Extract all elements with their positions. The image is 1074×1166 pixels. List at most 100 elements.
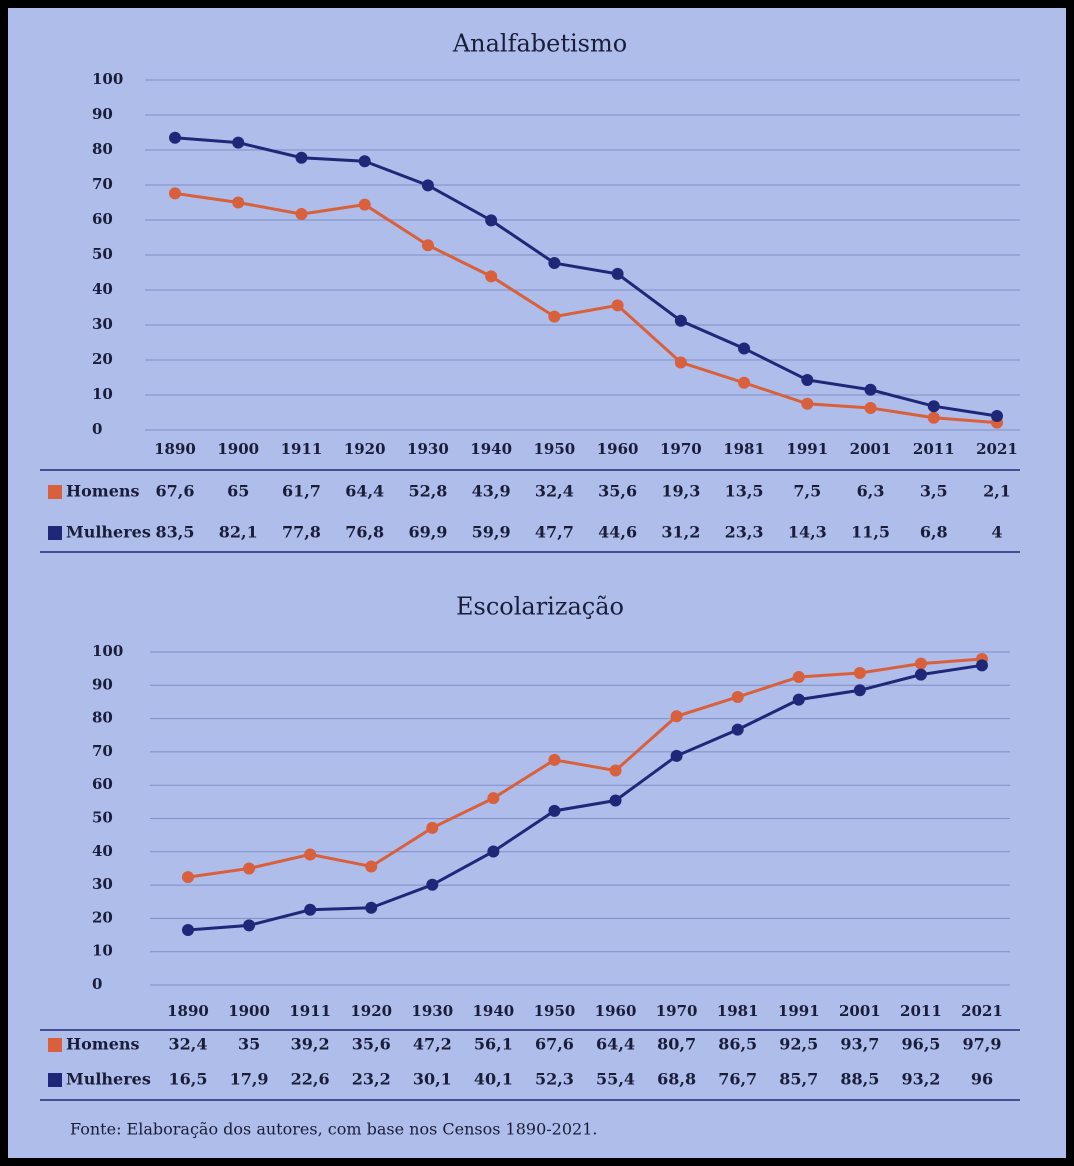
y-tick-label: 0 <box>92 975 102 993</box>
table-value: 93,2 <box>901 1070 940 1089</box>
data-point <box>232 196 245 209</box>
x-tick-label: 1930 <box>407 440 449 458</box>
table-value: 6,8 <box>920 523 948 542</box>
table-value: 93,7 <box>840 1035 879 1054</box>
y-tick-label: 30 <box>92 875 113 893</box>
data-point <box>421 179 434 192</box>
table-value: 56,1 <box>474 1035 513 1054</box>
table-value: 23,3 <box>725 523 764 542</box>
y-tick-label: 70 <box>92 742 113 760</box>
x-tick-label: 1900 <box>228 1002 270 1020</box>
table-value: 35 <box>238 1035 260 1054</box>
table-value: 76,8 <box>345 523 384 542</box>
legend-label: Homens <box>66 482 140 501</box>
table-value: 32,4 <box>535 482 574 501</box>
data-point <box>738 342 751 355</box>
x-tick-label: 2021 <box>976 440 1018 458</box>
table-value: 97,9 <box>963 1035 1002 1054</box>
data-point <box>864 401 877 414</box>
y-tick-label: 40 <box>92 280 113 298</box>
x-tick-label: 1940 <box>470 440 512 458</box>
legend-swatch <box>48 526 62 540</box>
table-value: 30,1 <box>413 1070 452 1089</box>
table-value: 67,6 <box>156 482 195 501</box>
table-value: 68,8 <box>657 1070 696 1089</box>
table-value: 64,4 <box>345 482 384 501</box>
y-tick-label: 20 <box>92 350 113 368</box>
x-tick-label: 1911 <box>289 1002 331 1020</box>
table-value: 52,3 <box>535 1070 574 1089</box>
table-value: 4 <box>991 523 1002 542</box>
table-value: 88,5 <box>840 1070 879 1089</box>
data-point <box>801 397 814 410</box>
x-tick-label: 1930 <box>411 1002 453 1020</box>
table-value: 92,5 <box>779 1035 818 1054</box>
table-value: 43,9 <box>472 482 511 501</box>
data-point <box>485 270 498 283</box>
data-point <box>792 670 805 683</box>
data-point <box>914 668 927 681</box>
table-value: 65 <box>227 482 249 501</box>
x-tick-label: 1920 <box>350 1002 392 1020</box>
data-point <box>304 848 317 861</box>
table-value: 76,7 <box>718 1070 757 1089</box>
table-value: 39,2 <box>291 1035 330 1054</box>
y-tick-label: 10 <box>92 942 113 960</box>
y-tick-label: 80 <box>92 140 113 158</box>
table-value: 35,6 <box>352 1035 391 1054</box>
data-point <box>295 151 308 164</box>
table-value: 16,5 <box>169 1070 208 1089</box>
table-value: 86,5 <box>718 1035 757 1054</box>
y-tick-label: 0 <box>92 420 102 438</box>
table-value: 2,1 <box>983 482 1011 501</box>
x-tick-label: 2011 <box>913 440 955 458</box>
data-point <box>853 684 866 697</box>
x-tick-label: 1991 <box>786 440 828 458</box>
series-line <box>174 136 998 418</box>
table-value: 17,9 <box>230 1070 269 1089</box>
table-value: 40,1 <box>474 1070 513 1089</box>
data-point <box>927 400 940 413</box>
legend-label: Mulheres <box>66 523 151 542</box>
x-tick-label: 1890 <box>154 440 196 458</box>
table-value: 80,7 <box>657 1035 696 1054</box>
data-point <box>674 314 687 327</box>
table-value: 35,6 <box>598 482 637 501</box>
table-value: 14,3 <box>788 523 827 542</box>
y-tick-label: 90 <box>92 105 113 123</box>
data-point <box>487 792 500 805</box>
data-point <box>358 155 371 168</box>
x-tick-label: 1950 <box>534 440 576 458</box>
y-tick-label: 70 <box>92 175 113 193</box>
table-value: 96,5 <box>901 1035 940 1054</box>
table-value: 22,6 <box>291 1070 330 1089</box>
x-tick-label: 2001 <box>839 1002 881 1020</box>
data-point <box>358 198 371 211</box>
table-value: 6,3 <box>857 482 885 501</box>
x-tick-label: 1911 <box>281 440 323 458</box>
table-value: 64,4 <box>596 1035 635 1054</box>
table-value: 82,1 <box>219 523 258 542</box>
y-tick-label: 50 <box>92 245 113 263</box>
data-point <box>609 794 622 807</box>
y-tick-label: 10 <box>92 385 113 403</box>
table-value: 19,3 <box>661 482 700 501</box>
x-tick-label: 1960 <box>597 440 639 458</box>
x-tick-label: 2011 <box>900 1002 942 1020</box>
y-tick-label: 30 <box>92 315 113 333</box>
data-point <box>801 373 814 386</box>
x-tick-label: 1981 <box>723 440 765 458</box>
series-line <box>174 191 998 425</box>
data-point <box>674 356 687 369</box>
data-point <box>548 257 561 270</box>
data-point <box>426 878 439 891</box>
data-point <box>169 187 181 200</box>
y-tick-label: 60 <box>92 775 113 793</box>
table-value: 96 <box>971 1070 993 1089</box>
y-tick-label: 90 <box>92 675 113 693</box>
data-point <box>976 659 988 672</box>
data-point <box>670 710 683 723</box>
data-point <box>611 299 624 312</box>
data-point <box>731 723 744 736</box>
